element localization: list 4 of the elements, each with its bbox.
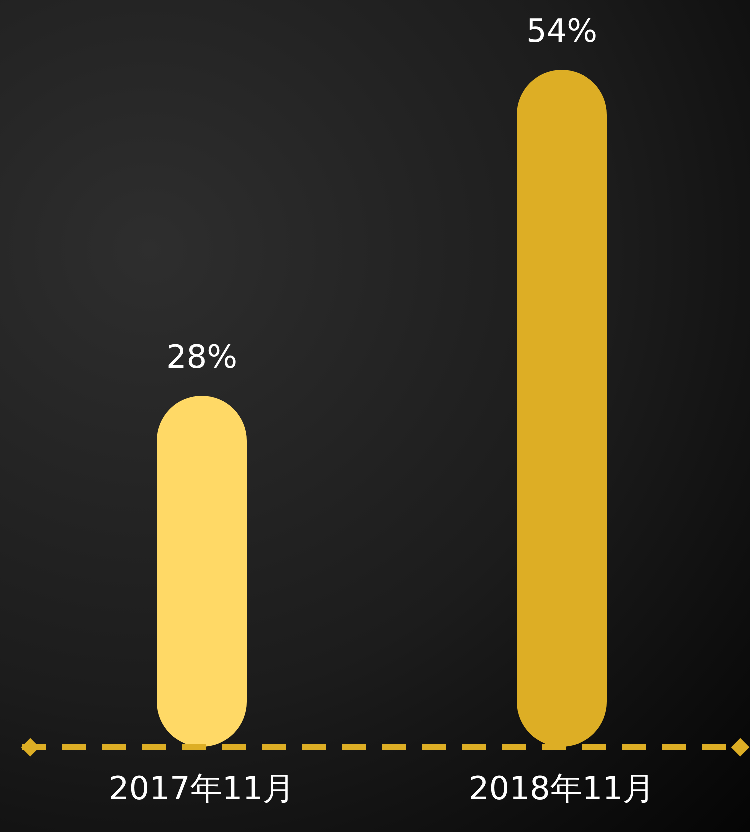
x-tick-label: 2017年11月 xyxy=(108,770,296,808)
x-tick-label: 2018年11月 xyxy=(468,770,656,808)
data-label: 54% xyxy=(526,12,598,50)
data-label: 28% xyxy=(166,338,238,376)
